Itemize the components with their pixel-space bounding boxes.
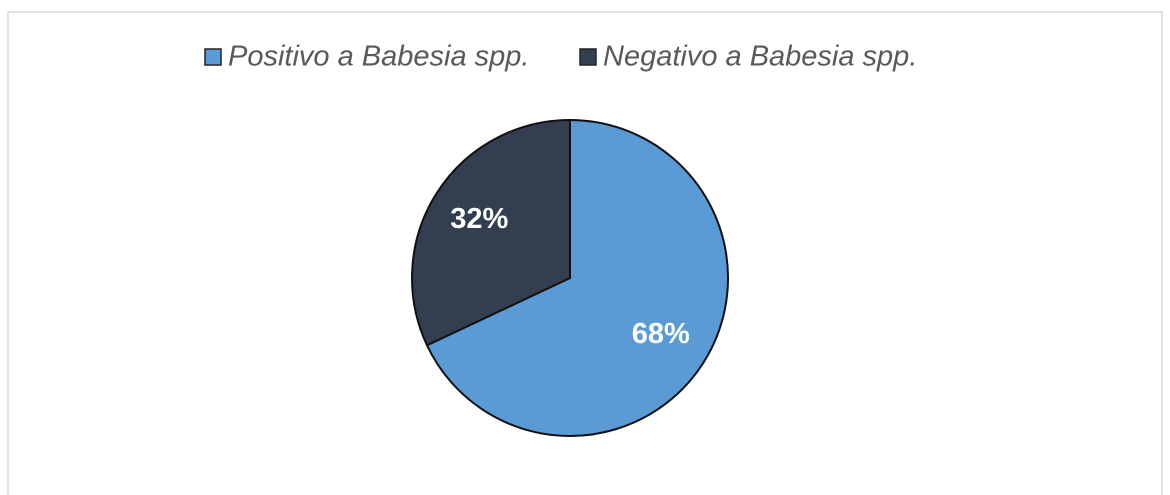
legend-label: Negativo a Babesia spp. <box>603 41 917 73</box>
data-label: 32% <box>450 203 508 235</box>
legend-swatch <box>579 48 597 66</box>
chart-border <box>7 11 1163 495</box>
pie-slice <box>411 118 571 347</box>
legend-label: Positivo a Babesia spp. <box>228 41 529 73</box>
pie-slice <box>425 118 729 437</box>
data-label: 68% <box>632 318 690 350</box>
legend-swatch <box>204 48 222 66</box>
